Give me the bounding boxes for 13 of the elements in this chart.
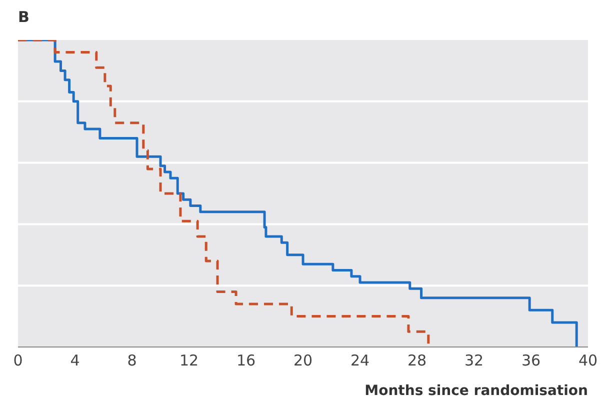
x-tick-label: 20: [293, 352, 313, 370]
x-tick-label: 40: [578, 352, 598, 370]
x-tick-label: 16: [236, 352, 256, 370]
x-tick-label: 0: [13, 352, 23, 370]
x-axis-title: Months since randomisation: [364, 383, 588, 399]
x-tick-label: 12: [179, 352, 199, 370]
chart-title: B: [18, 8, 30, 26]
x-tick-label: 8: [127, 352, 137, 370]
x-tick-label: 24: [350, 352, 370, 370]
x-tick-label: 28: [407, 352, 427, 370]
x-tick-label: 36: [521, 352, 541, 370]
x-tick-label: 4: [70, 352, 80, 370]
x-tick-label: 32: [464, 352, 484, 370]
